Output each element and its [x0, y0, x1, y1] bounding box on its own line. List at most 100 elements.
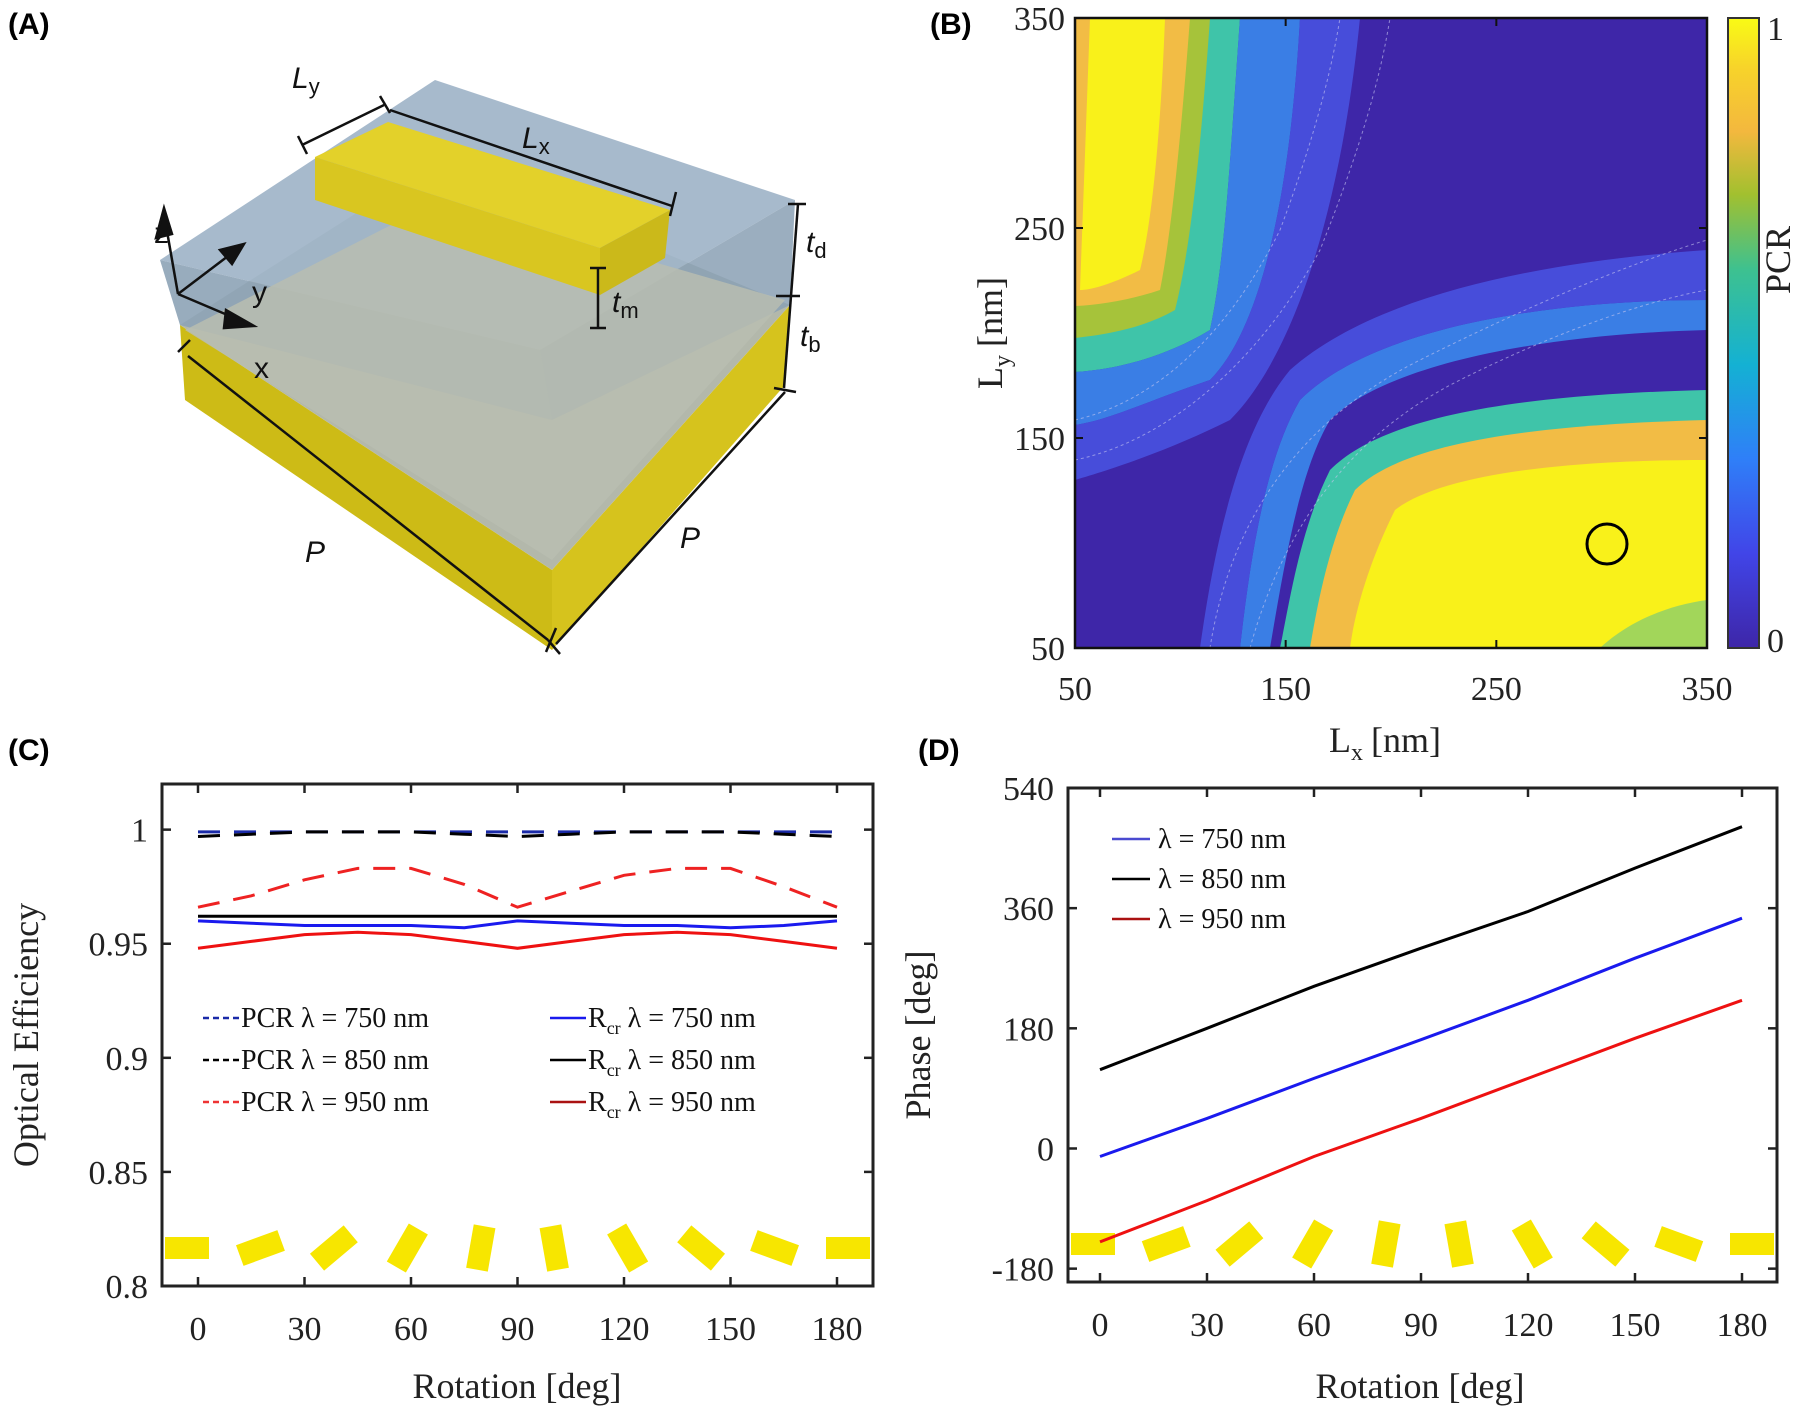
xtick-label: 150 — [705, 1311, 756, 1348]
axis-y-label: y — [252, 276, 267, 309]
ytick-label: 0.9 — [106, 1041, 149, 1078]
legend-text: λ = 950 nm — [294, 1087, 429, 1118]
series-line-2 — [1099, 998, 1743, 1244]
phase-axes-box — [1066, 786, 1779, 1284]
tb-label: tb — [800, 320, 821, 357]
rotation-glyph — [1292, 1219, 1334, 1269]
legend-sub: cr — [607, 1102, 621, 1122]
phase-chart: 0 30 60 90 120 150 180 -180 0 180 360 540 λ = 750 n… — [898, 771, 1779, 1406]
legend-entry: λ = 950 nm — [1158, 904, 1286, 935]
xtick-label: 30 — [288, 1311, 322, 1348]
legend-prefix: R — [588, 1045, 607, 1076]
ytick-label: 0.95 — [89, 927, 149, 964]
legend-prefix: PCR — [241, 1045, 294, 1076]
metal-bar-side — [600, 210, 670, 295]
phase-ylabel: Phase [deg] — [898, 951, 938, 1120]
legend-entry: Rcr λ = 950 nm — [588, 1087, 756, 1122]
ytick-label: 180 — [1003, 1011, 1054, 1048]
heatmap-ytick-label: 50 — [1031, 631, 1065, 668]
legend-prefix: R — [588, 1003, 607, 1034]
rotation-glyph — [236, 1230, 285, 1266]
rotation-glyph — [750, 1230, 799, 1266]
rotation-glyph — [1141, 1226, 1191, 1262]
legend-prefix: PCR — [241, 1003, 294, 1034]
efficiency-axes-box — [160, 782, 875, 1288]
heatmap-ytick-label: 250 — [1014, 211, 1065, 248]
heatmap-field — [1075, 18, 1707, 648]
xtick-label: 180 — [1717, 1307, 1768, 1344]
panel-label-b: (B) — [930, 8, 972, 41]
lx-label: Lx — [522, 122, 550, 159]
colorbar — [1727, 17, 1760, 649]
rotation-glyph — [1444, 1220, 1474, 1268]
ytick-label: 360 — [1003, 891, 1054, 928]
ytick-label: 0.8 — [106, 1269, 149, 1306]
axis-z-label: z — [154, 217, 169, 250]
legend-entry: Rcr λ = 750 nm — [588, 1003, 756, 1038]
legend-prefix: R — [588, 1087, 607, 1118]
rotation-glyph — [1215, 1221, 1264, 1267]
heatmap-xlabel: Lx [nm] — [1329, 720, 1441, 766]
ytick-label: 1 — [131, 813, 148, 850]
rotation-glyph — [309, 1225, 358, 1271]
legend-entry: Rcr λ = 850 nm — [588, 1045, 756, 1080]
legend-entry: λ = 850 nm — [1158, 864, 1286, 895]
heatmap-xtick-label: 250 — [1471, 671, 1522, 708]
period-label-left: P — [305, 536, 325, 569]
period-label-right: P — [680, 522, 700, 555]
rotation-glyph — [1581, 1221, 1630, 1267]
ly-dimension-line — [301, 103, 385, 147]
rotation-glyph — [1371, 1220, 1401, 1268]
legend-text: λ = 750 nm — [294, 1003, 429, 1034]
ytick-label: 540 — [1003, 771, 1054, 808]
heatmap-ylabel: Ly[nm] — [970, 277, 1016, 389]
panel-label-a: (A) — [8, 8, 50, 41]
xtick-label: 60 — [394, 1311, 428, 1348]
rotation-glyph — [539, 1224, 569, 1272]
xtick-label: 0 — [1092, 1307, 1109, 1344]
metal-bar-front — [315, 157, 600, 295]
legend-entry: λ = 750 nm — [1158, 824, 1286, 855]
p-right-dimension-line — [555, 391, 786, 645]
xtick-label: 60 — [1297, 1307, 1331, 1344]
legend-text: λ = 750 nm — [621, 1003, 756, 1034]
rotation-glyph — [607, 1223, 649, 1273]
xtick-label: 30 — [1190, 1307, 1224, 1344]
unit-cell-diagram: z y x Ly Lx tm td tb P P — [154, 62, 827, 655]
xtick-label: 180 — [812, 1311, 863, 1348]
panel-label-c: (C) — [8, 734, 50, 767]
metal-bar-top — [315, 122, 670, 248]
legend-text: λ = 850 nm — [621, 1045, 756, 1076]
legend-sub: cr — [607, 1018, 621, 1038]
xtick-label: 120 — [599, 1311, 650, 1348]
colorbar-min-label: 0 — [1767, 623, 1784, 660]
rotation-glyph — [1071, 1233, 1115, 1255]
rotation-glyph — [386, 1223, 428, 1273]
legend-entry: PCR λ = 750 nm — [241, 1003, 429, 1034]
selected-design-marker — [1585, 522, 1629, 566]
ytick-label: 0.85 — [89, 1155, 149, 1192]
ly-label: Ly — [292, 62, 320, 99]
axis-x-label: x — [254, 352, 269, 385]
heatmap-xtick-label: 50 — [1058, 671, 1092, 708]
series-line-5 — [197, 930, 838, 950]
ytick-label: 0 — [1037, 1131, 1054, 1168]
heatmap-xtick-label: 150 — [1260, 671, 1311, 708]
heatmap-axes-box — [1073, 16, 1709, 650]
legend-entry: PCR λ = 850 nm — [241, 1045, 429, 1076]
lx-dimension-line — [389, 108, 673, 208]
heatmap-ytick-label: 150 — [1014, 421, 1065, 458]
xtick-label: 150 — [1610, 1307, 1661, 1344]
efficiency-xlabel: Rotation [deg] — [413, 1366, 622, 1406]
xtick-label: 90 — [1404, 1307, 1438, 1344]
xtick-label: 90 — [501, 1311, 535, 1348]
series-line-0 — [1099, 916, 1743, 1158]
legend-text: λ = 850 nm — [294, 1045, 429, 1076]
rotation-glyph — [677, 1225, 726, 1271]
rotation-glyph — [1511, 1219, 1553, 1269]
rotation-glyph — [165, 1237, 209, 1259]
legend-sub: cr — [607, 1060, 621, 1080]
rotation-glyph — [1654, 1226, 1704, 1262]
